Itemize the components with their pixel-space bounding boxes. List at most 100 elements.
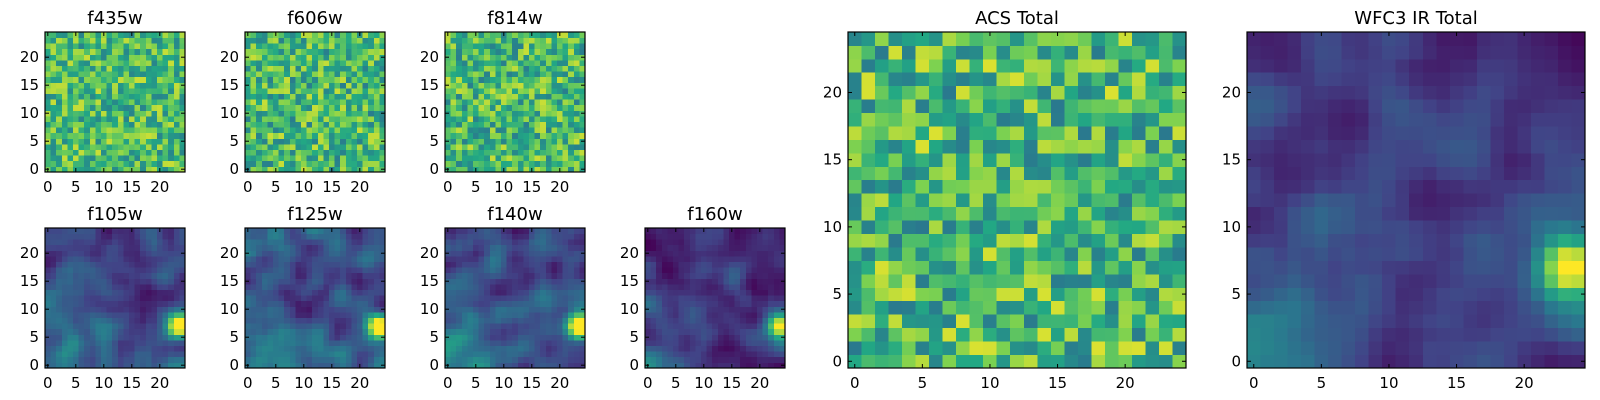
heatmap-cell	[467, 261, 474, 268]
heatmap-cell	[667, 272, 674, 279]
heatmap-cell	[289, 138, 296, 145]
heatmap-cell	[250, 244, 257, 251]
heatmap-cell	[379, 93, 386, 100]
heatmap-cell	[667, 362, 674, 369]
y-tick-label: 5	[229, 328, 239, 346]
heatmap-cell	[861, 193, 876, 208]
heatmap-cell	[545, 328, 552, 335]
heatmap-cell	[295, 295, 302, 302]
heatmap-cell	[50, 323, 57, 330]
heatmap-cell	[179, 160, 186, 167]
heatmap-cell	[762, 356, 769, 363]
heatmap-cell	[473, 345, 479, 352]
heatmap-cell	[151, 149, 158, 156]
heatmap-cell	[73, 261, 79, 268]
heatmap-cell	[168, 228, 175, 234]
heatmap-cell	[495, 127, 502, 134]
heatmap-cell	[306, 340, 313, 346]
heatmap-cell	[267, 323, 274, 330]
heatmap-cell	[101, 37, 107, 44]
heatmap-cell	[740, 239, 747, 246]
heatmap-cell	[95, 48, 102, 55]
heatmap-cell	[261, 289, 268, 296]
heatmap-cell	[301, 144, 307, 150]
heatmap-cell	[495, 99, 502, 106]
heatmap-cell	[45, 289, 51, 296]
heatmap-cell	[875, 152, 889, 167]
heatmap-cell	[306, 284, 313, 290]
heatmap-cell	[295, 93, 302, 100]
heatmap-cell	[678, 244, 685, 251]
heatmap-cell	[445, 127, 451, 134]
heatmap-cell	[1010, 327, 1025, 342]
heatmap-cell	[689, 267, 696, 274]
heatmap-cell	[117, 250, 124, 257]
heatmap-cell	[996, 260, 1011, 275]
heatmap-cell	[551, 239, 558, 246]
heatmap-cell	[573, 233, 580, 240]
heatmap-cell	[723, 261, 730, 268]
heatmap-cell	[445, 295, 451, 302]
heatmap-cell	[179, 99, 186, 106]
heatmap-cell	[329, 272, 335, 279]
heatmap-cell	[1010, 287, 1025, 302]
heatmap-cell	[140, 362, 147, 369]
heatmap-cell	[729, 300, 735, 307]
heatmap-cell	[495, 323, 502, 330]
heatmap-cell	[273, 256, 279, 262]
heatmap-cell	[534, 334, 541, 341]
heatmap-cell	[579, 323, 586, 330]
heatmap-cell	[168, 345, 175, 352]
heatmap-cell	[717, 256, 724, 262]
heatmap-cell	[701, 295, 707, 302]
heatmap-cell	[495, 356, 502, 363]
heatmap-cell	[712, 256, 719, 262]
heatmap-cell	[112, 295, 119, 302]
heatmap-cell	[656, 334, 663, 341]
heatmap-cell	[1037, 247, 1052, 261]
heatmap-cell	[373, 239, 380, 246]
heatmap-cell	[1104, 220, 1119, 234]
heatmap-cell	[61, 267, 68, 274]
heatmap-cell	[512, 306, 519, 313]
heatmap-cell	[129, 88, 135, 94]
heatmap-cell	[983, 206, 998, 221]
heatmap-cell	[534, 300, 541, 307]
heatmap-cell	[461, 149, 468, 156]
heatmap-cell	[456, 250, 463, 257]
heatmap-cell	[512, 132, 519, 139]
heatmap-cell	[250, 155, 257, 162]
heatmap-cell	[1104, 206, 1119, 221]
heatmap-cell	[673, 334, 679, 341]
heatmap-cell	[173, 261, 180, 268]
heatmap-cell	[1050, 341, 1065, 355]
heatmap-cell	[151, 132, 158, 139]
heatmap-cell	[757, 300, 763, 307]
heatmap-cell	[101, 300, 107, 307]
heatmap-cell	[106, 334, 113, 341]
heatmap-cell	[495, 317, 502, 324]
heatmap-cell	[329, 93, 335, 100]
heatmap-cell	[295, 261, 302, 268]
heatmap-cell	[323, 138, 330, 145]
heatmap-cell	[579, 76, 586, 83]
heatmap-cell	[50, 340, 57, 346]
heatmap-cell	[1064, 247, 1079, 261]
heatmap-cell	[61, 144, 68, 150]
heatmap-cell	[1131, 273, 1146, 288]
heatmap-cell	[645, 351, 651, 358]
heatmap-cell	[145, 323, 152, 330]
heatmap-cell	[484, 312, 491, 318]
heatmap-cell	[101, 356, 107, 363]
heatmap-cell	[501, 295, 507, 302]
x-tick-label: 15	[722, 374, 741, 392]
heatmap-cell	[351, 54, 358, 61]
heatmap-cell	[1145, 260, 1160, 275]
heatmap-cell	[78, 166, 85, 173]
heatmap-cell	[95, 306, 102, 313]
heatmap-cell	[323, 306, 330, 313]
heatmap-cell	[340, 284, 347, 290]
heatmap-cell	[534, 76, 541, 83]
heatmap-cell	[145, 43, 152, 50]
heatmap-cell	[250, 37, 257, 44]
